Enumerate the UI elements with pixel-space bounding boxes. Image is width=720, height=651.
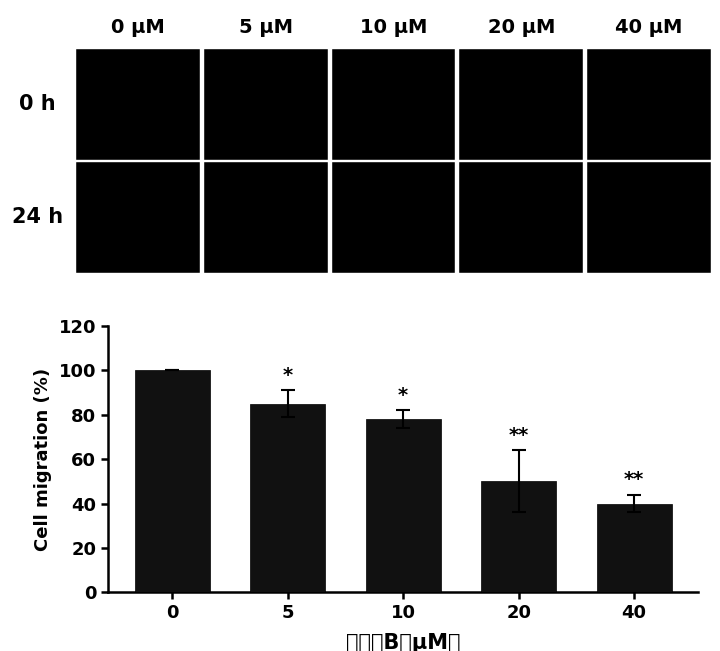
Text: 20 μM: 20 μM <box>487 18 555 36</box>
Bar <box>204 49 328 160</box>
Bar <box>459 49 583 160</box>
Y-axis label: Cell migration (%): Cell migration (%) <box>34 368 52 551</box>
Text: 5 μM: 5 μM <box>239 18 293 36</box>
Bar <box>366 419 441 592</box>
Bar <box>332 49 455 160</box>
Bar <box>135 370 210 592</box>
Text: **: ** <box>508 426 528 445</box>
Bar <box>76 49 200 160</box>
Text: 0 μM: 0 μM <box>111 18 165 36</box>
Bar <box>597 504 672 592</box>
X-axis label: 青蒿素B（μM）: 青蒿素B（μM） <box>346 633 461 651</box>
Text: 40 μM: 40 μM <box>616 18 683 36</box>
Text: 0 h: 0 h <box>19 94 55 115</box>
Bar <box>588 161 711 273</box>
Bar <box>204 161 328 273</box>
Text: 24 h: 24 h <box>12 208 63 227</box>
Text: 10 μM: 10 μM <box>360 18 427 36</box>
Text: **: ** <box>624 470 644 489</box>
Bar <box>251 404 325 592</box>
Text: *: * <box>283 366 293 385</box>
Bar <box>76 161 200 273</box>
Text: *: * <box>398 386 408 405</box>
Bar <box>332 161 455 273</box>
Bar <box>481 482 556 592</box>
Bar <box>459 161 583 273</box>
Bar <box>588 49 711 160</box>
